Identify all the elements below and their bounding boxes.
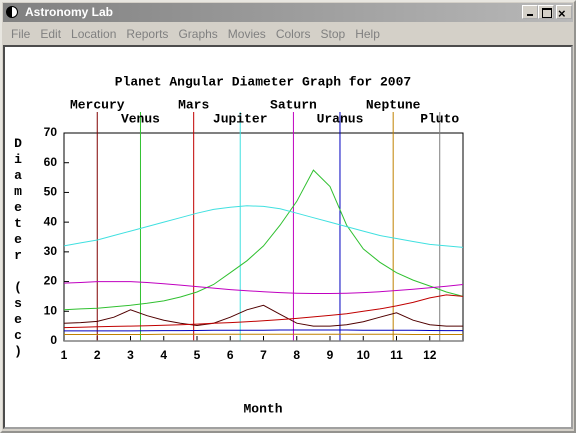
series-line (63, 281, 464, 294)
minimize-button[interactable] (522, 5, 538, 19)
x-tick-label: 1 (61, 348, 68, 362)
y-axis-label: Diameter (sec) (11, 136, 26, 360)
chart: Planet Angular Diameter Graph for 2007 Mo… (11, 74, 464, 416)
chart-title: Planet Angular Diameter Graph for 2007 (115, 74, 411, 89)
close-button[interactable]: × (556, 5, 572, 21)
menu-item[interactable]: Stop (320, 27, 346, 41)
series-line (63, 169, 464, 311)
x-tick-label: 11 (390, 348, 403, 362)
marker-label: Jupiter (213, 111, 268, 126)
x-tick-label: 12 (423, 348, 437, 362)
y-tick-label: 50 (44, 185, 58, 199)
marker-label: Mars (178, 97, 209, 112)
app-icon (6, 6, 18, 18)
series-line (63, 304, 463, 327)
marker-label: Pluto (420, 111, 459, 126)
x-tick-label: 2 (94, 348, 101, 362)
plot-frame (63, 132, 464, 342)
y-tick-label: 20 (44, 274, 58, 288)
menu-item[interactable]: Reports (126, 27, 169, 41)
menu-item[interactable]: Colors (275, 27, 311, 41)
x-tick-label: 3 (127, 348, 134, 362)
y-tick-label: 60 (44, 155, 58, 169)
menu-item[interactable]: File (11, 27, 31, 41)
x-tick-label: 8 (293, 348, 300, 362)
x-tick-label: 9 (327, 348, 334, 362)
marker-label: Venus (121, 111, 160, 126)
x-tick-label: 4 (160, 348, 167, 362)
y-tick-label: 70 (44, 125, 58, 139)
y-tick-label: 10 (44, 303, 58, 317)
y-tick-label: 40 (44, 214, 58, 228)
window-title: Astronomy Lab (25, 5, 114, 19)
x-tick-label: 6 (227, 348, 234, 362)
x-tick-label: 5 (194, 348, 201, 362)
menu-item[interactable]: Help (355, 27, 380, 41)
graph-area: Planet Angular Diameter Graph for 2007 Mo… (3, 45, 573, 429)
series-line (63, 294, 464, 329)
series-line (63, 205, 464, 248)
marker-label: Saturn (270, 97, 317, 112)
menu-item[interactable]: Edit (40, 27, 62, 41)
y-tick-label: 30 (44, 244, 58, 258)
menu-item[interactable]: Location (71, 27, 117, 41)
menu-bar: File Edit Location Reports Graphs Movies Color… (3, 24, 573, 44)
title-bar: Astronomy Lab × (3, 3, 573, 22)
y-tick-label: 0 (50, 333, 57, 347)
series-line (64, 329, 463, 332)
x-axis-label: Month (243, 401, 282, 416)
marker-label: Uranus (317, 111, 364, 126)
maximize-button[interactable] (538, 5, 554, 19)
x-tick-label: 10 (357, 348, 371, 362)
menu-item[interactable]: Graphs (178, 27, 218, 41)
marker-label: Mercury (70, 97, 125, 112)
x-tick-label: 7 (260, 348, 267, 362)
marker-label: Neptune (366, 97, 421, 112)
menu-item[interactable]: Movies (227, 27, 266, 41)
